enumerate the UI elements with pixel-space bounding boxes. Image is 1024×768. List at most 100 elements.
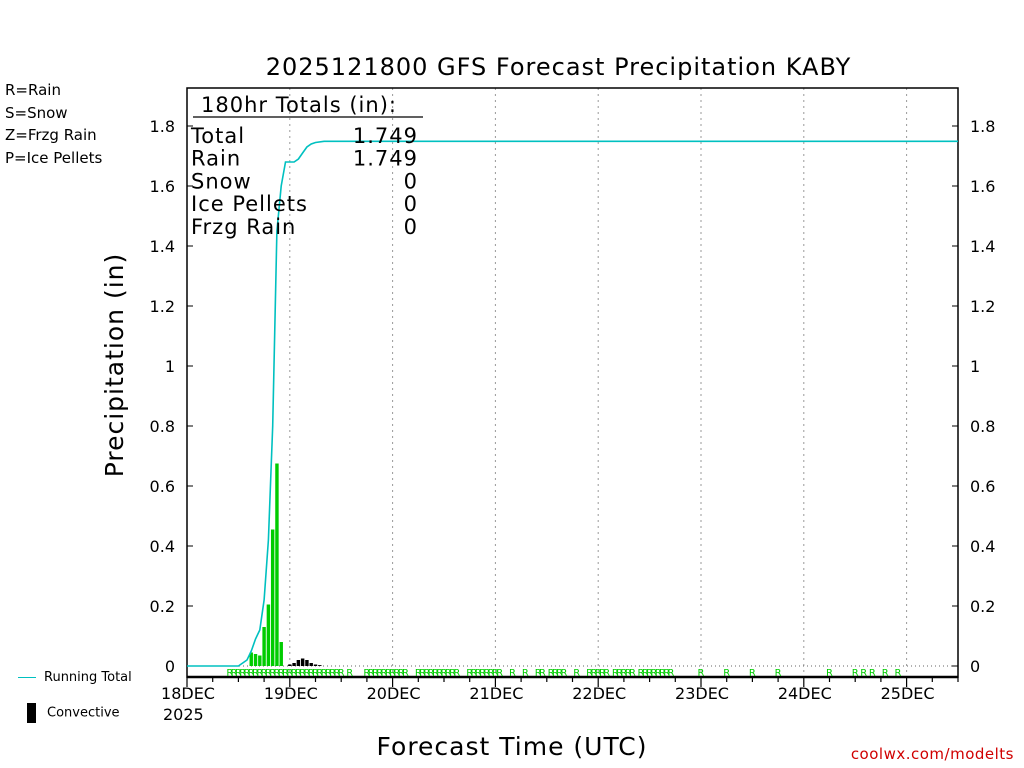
precip-type-marker: R [466,668,473,679]
totals-row-value: 1.749 [353,124,418,148]
precip-type-marker: R [445,668,452,679]
precip-type-marker: R [441,668,448,679]
precip-type-marker: R [852,668,859,679]
precip-type-marker: R [650,668,657,679]
y-tick-label-left: 0.4 [150,537,175,556]
precip-type-marker: R [612,668,619,679]
precip-type-marker: R [488,668,495,679]
y-tick-label-right: 1 [970,357,980,376]
precip-type-marker: R [646,668,653,679]
y-tick-label-left: 1.4 [150,237,175,256]
y-tick-label-right: 0.2 [970,597,995,616]
y-tick-label-right: 1.8 [970,117,995,136]
precip-type-marker: R [243,668,250,679]
precip-type-marker: R [642,668,649,679]
x-tick-label: 25DEC [881,684,935,703]
precip-type-marker: R [453,668,460,679]
precip-type-marker: R [273,668,280,679]
precip-type-marker: R [509,668,516,679]
precip-type-marker: R [603,668,610,679]
precip-type-marker: R [573,668,580,679]
precip-type-marker: R [560,668,567,679]
x-tick-label: 21DEC [469,684,523,703]
legend-convective: Convective [18,703,120,723]
bar-convective [296,660,301,666]
precip-type-marker: R [599,668,606,679]
bar-rain [275,463,279,666]
precip-type-marker: R [282,668,289,679]
totals-row-label: Total [190,124,245,148]
x-tick-label: 23DEC [675,684,729,703]
precip-type-marker: R [826,668,833,679]
precip-type-marker: R [895,668,902,679]
precip-type-marker: R [882,668,889,679]
bar-convective [288,664,292,666]
key-rain: R=Rain [5,81,61,99]
precip-type-marker: R [303,668,310,679]
precip-type-marker: R [261,668,268,679]
precip-type-marker: R [629,668,636,679]
precip-type-marker: R [265,668,272,679]
bar-convective [292,663,296,666]
x-year-label: 2025 [163,705,204,724]
credit-link[interactable]: coolwx.com/modelts [850,745,1014,763]
precip-type-marker: R [449,668,456,679]
precip-type-marker: R [239,668,246,679]
precip-type-marker: R [625,668,632,679]
precip-type-marker: R [278,668,285,679]
precip-type-marker: R [590,668,597,679]
convective-swatch [27,703,36,723]
precip-type-marker: R [616,668,623,679]
precip-type-marker: R [308,668,315,679]
y-tick-label-right: 0.4 [970,537,995,556]
bar-rain [258,655,262,666]
bar-convective [305,660,309,666]
totals-row-value: 0 [404,215,418,239]
precip-type-marker: R [372,668,379,679]
precip-type-marker: R [663,668,670,679]
precip-type-marker: R [235,668,242,679]
precip-type-marker: R [338,668,345,679]
precip-type-marker: R [535,668,542,679]
running-total-swatch [18,677,36,678]
x-tick-label: 22DEC [572,684,626,703]
precip-type-marker: R [860,668,867,679]
precip-type-marker: R [325,668,332,679]
precip-type-marker: R [428,668,435,679]
precip-type-marker: R [749,668,756,679]
precip-type-marker: R [423,668,430,679]
precip-type-marker: R [333,668,340,679]
precip-type-marker: R [723,668,730,679]
precip-type-marker: R [436,668,443,679]
precip-type-marker: R [398,668,405,679]
convective-label: Convective [47,705,120,721]
precip-type-marker: R [479,668,486,679]
x-tick-label: 24DEC [778,684,832,703]
precip-type-marker: R [483,668,490,679]
precip-type-marker: R [316,668,323,679]
precip-type-marker: R [299,668,306,679]
precip-type-marker: R [586,668,593,679]
precip-type-marker: R [393,668,400,679]
precip-type-marker: R [475,668,482,679]
y-tick-label-right: 1.2 [970,297,995,316]
precip-type-marker: R [368,668,375,679]
precip-type-marker: R [869,668,876,679]
y-tick-label-left: 0 [165,657,175,676]
y-tick-label-left: 1.2 [150,297,175,316]
bar-convective [318,665,322,666]
precip-type-marker: R [432,668,439,679]
running-total-label: Running Total [44,670,132,685]
y-tick-label-right: 0.8 [970,417,995,436]
bar-convective [300,658,305,666]
running-total-line [187,140,958,667]
totals-row-label: Rain [191,147,241,171]
totals-row-label: Frzg Rain [191,215,296,239]
precip-type-marker: R [321,668,328,679]
precip-type-marker: R [252,668,259,679]
precip-type-marker: R [539,668,546,679]
precip-type-marker: R [548,668,555,679]
legend-running-total: Running Total [18,670,132,685]
precip-type-marker: R [385,668,392,679]
